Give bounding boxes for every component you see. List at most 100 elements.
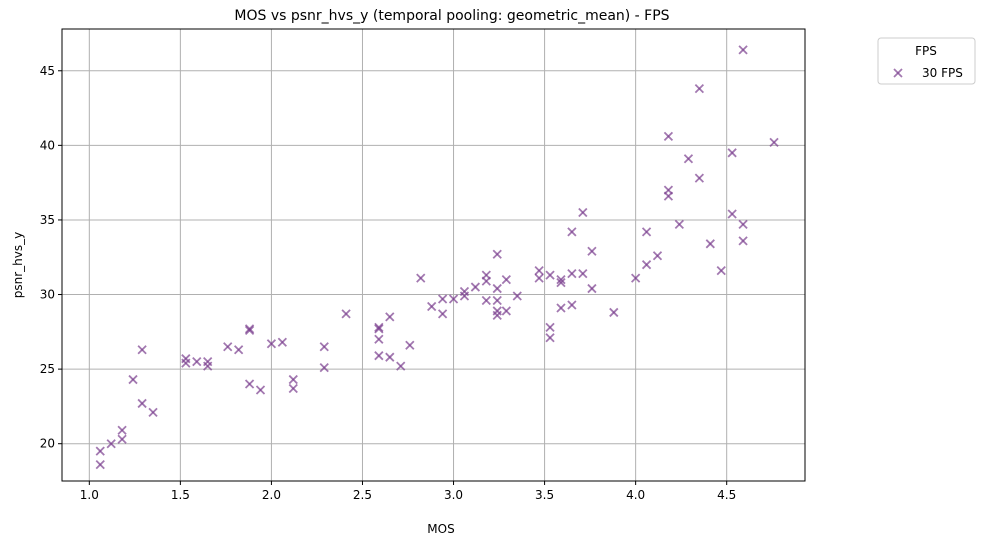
data-point xyxy=(663,191,674,201)
data-point xyxy=(470,282,481,292)
data-point xyxy=(631,273,641,283)
data-point xyxy=(492,310,502,321)
y-tick-label: 30 xyxy=(40,288,55,302)
legend-marker-x xyxy=(893,68,903,78)
data-point xyxy=(641,260,652,270)
x-tick-label: 4.5 xyxy=(717,488,736,502)
x-axis-ticks: 1.0 1.5 2.0 2.5 3.0 3.5 4.0 4.5 xyxy=(80,481,736,502)
data-point xyxy=(266,339,277,349)
data-point xyxy=(148,407,158,418)
data-point xyxy=(374,322,384,332)
data-point xyxy=(578,269,588,279)
data-point xyxy=(319,362,329,373)
data-point xyxy=(652,251,663,261)
x-tick-label: 2.0 xyxy=(262,488,281,502)
data-point xyxy=(534,266,544,276)
data-point xyxy=(277,337,287,347)
y-tick-label: 40 xyxy=(40,138,55,152)
data-point xyxy=(244,325,255,335)
data-point xyxy=(663,131,674,142)
data-point xyxy=(534,273,544,283)
data-point xyxy=(95,459,105,470)
data-point xyxy=(587,283,597,294)
data-point xyxy=(341,309,351,319)
data-point xyxy=(385,312,395,322)
data-point xyxy=(481,276,491,286)
data-point xyxy=(587,246,597,256)
plot-area xyxy=(61,28,806,482)
data-point xyxy=(674,219,684,230)
data-point xyxy=(255,385,266,395)
data-point xyxy=(556,274,566,285)
data-point xyxy=(567,269,577,279)
data-point xyxy=(705,239,715,249)
legend: FPS 30 FPS xyxy=(877,37,976,85)
data-point xyxy=(492,283,502,294)
chart-title: MOS vs psnr_hvs_y (temporal pooling: geo… xyxy=(234,8,669,24)
data-point xyxy=(234,345,244,355)
x-tick-label: 3.5 xyxy=(535,488,554,502)
x-tick-label: 3.0 xyxy=(444,488,463,502)
data-point xyxy=(556,303,566,313)
grid-lines xyxy=(62,29,805,481)
data-point xyxy=(567,227,577,237)
data-point xyxy=(374,324,384,334)
data-point xyxy=(203,361,213,371)
legend-title: FPS xyxy=(915,44,937,58)
data-point xyxy=(244,379,255,389)
data-point xyxy=(288,374,298,385)
data-point xyxy=(738,45,748,55)
data-point xyxy=(694,173,705,183)
data-point xyxy=(683,154,694,164)
data-point xyxy=(492,295,502,306)
data-point xyxy=(405,340,415,350)
x-tick-label: 1.0 xyxy=(80,488,99,502)
data-point xyxy=(427,301,437,312)
data-point xyxy=(567,300,577,310)
data-point xyxy=(545,322,555,332)
data-point xyxy=(137,398,147,409)
data-point xyxy=(738,219,748,230)
data-point xyxy=(727,209,737,219)
data-point xyxy=(396,361,406,371)
data-point xyxy=(437,294,448,304)
data-point xyxy=(459,291,470,301)
data-point xyxy=(609,307,619,318)
data-point xyxy=(694,84,705,94)
data-point xyxy=(374,334,384,344)
data-point xyxy=(374,351,384,361)
data-point xyxy=(437,309,448,319)
data-point xyxy=(545,270,555,280)
data-point xyxy=(416,273,426,283)
data-point xyxy=(448,294,459,304)
y-axis-label: psnr_hvs_y xyxy=(11,232,25,298)
data-point xyxy=(727,148,737,158)
data-point xyxy=(769,137,779,148)
x-tick-label: 1.5 xyxy=(171,488,190,502)
y-tick-label: 45 xyxy=(40,64,55,78)
data-point xyxy=(223,342,233,352)
data-point xyxy=(95,446,105,456)
x-tick-label: 2.5 xyxy=(353,488,372,502)
data-point xyxy=(288,383,298,394)
data-point xyxy=(501,274,511,285)
data-point xyxy=(137,345,147,355)
data-point xyxy=(738,236,748,246)
data-point xyxy=(492,249,502,259)
data-point xyxy=(501,306,511,316)
data-point xyxy=(556,277,566,288)
legend-entry-label: 30 FPS xyxy=(922,66,963,80)
data-points xyxy=(95,45,779,470)
data-point xyxy=(578,207,588,218)
data-point xyxy=(106,439,116,449)
data-point xyxy=(512,291,522,301)
x-tick-label: 4.0 xyxy=(626,488,645,502)
y-tick-label: 35 xyxy=(40,213,55,227)
y-axis-ticks: 20 25 30 35 40 45 xyxy=(40,64,62,451)
legend-box xyxy=(877,37,976,85)
data-point xyxy=(181,358,191,368)
data-point xyxy=(716,266,726,276)
legend-marker-glyph xyxy=(893,68,903,78)
data-point xyxy=(244,324,255,334)
